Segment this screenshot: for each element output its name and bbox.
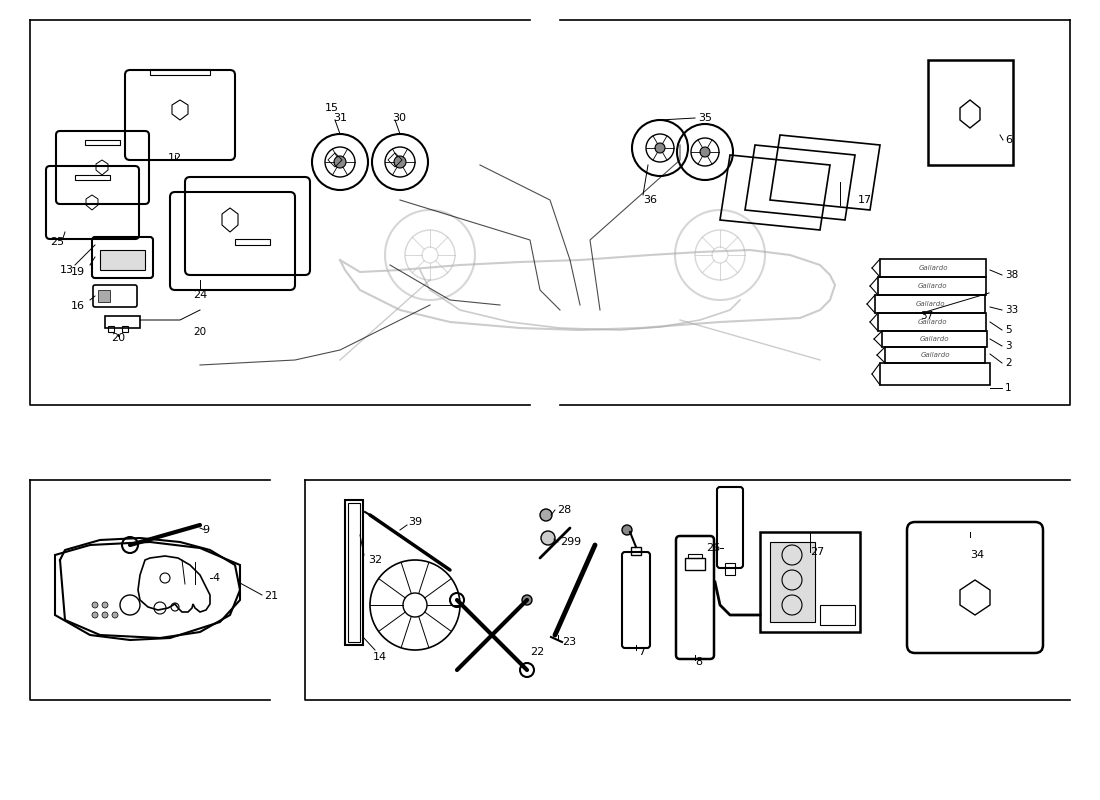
Text: 25: 25 (50, 237, 64, 247)
Circle shape (102, 612, 108, 618)
Text: Gallardo: Gallardo (920, 336, 949, 342)
Text: 26: 26 (706, 543, 721, 553)
Bar (880, 259, 986, 277)
Bar (328, 153, 342, 167)
Text: 34: 34 (970, 550, 985, 560)
Circle shape (654, 143, 666, 153)
Bar (235, 239, 270, 245)
Text: 38: 38 (1005, 270, 1019, 280)
Bar (725, 563, 735, 575)
Text: 35: 35 (698, 113, 712, 123)
Text: 31: 31 (333, 113, 346, 123)
Text: 27: 27 (810, 547, 824, 557)
Text: 36: 36 (644, 195, 657, 205)
Bar (122, 326, 128, 332)
Bar (770, 542, 815, 622)
Text: Gallardo: Gallardo (917, 319, 947, 325)
Circle shape (112, 612, 118, 618)
Text: 4: 4 (212, 573, 219, 583)
Text: 37: 37 (920, 311, 933, 321)
Bar (85, 140, 120, 145)
Text: 15: 15 (324, 103, 339, 113)
Text: 33: 33 (1005, 305, 1019, 315)
Text: 2: 2 (1005, 358, 1012, 368)
Circle shape (522, 595, 532, 605)
Text: 29: 29 (560, 537, 574, 547)
Circle shape (540, 509, 552, 521)
Bar (820, 605, 855, 625)
Text: 39: 39 (408, 517, 422, 527)
Bar (874, 295, 984, 313)
Text: Gallardo: Gallardo (915, 301, 945, 307)
Text: 20: 20 (111, 333, 125, 343)
Text: Gallardo: Gallardo (918, 265, 948, 271)
Text: 14: 14 (373, 652, 387, 662)
Text: 9: 9 (202, 525, 209, 535)
Bar (878, 313, 986, 331)
Text: 1: 1 (1005, 383, 1012, 393)
Text: 13: 13 (60, 265, 74, 275)
Text: 30: 30 (392, 113, 406, 123)
Bar (75, 175, 110, 180)
Bar (388, 153, 403, 167)
Circle shape (92, 612, 98, 618)
Text: 21: 21 (264, 591, 278, 601)
Bar (98, 290, 110, 302)
Text: 9: 9 (573, 537, 580, 547)
Text: 6: 6 (1005, 135, 1012, 145)
Text: 23: 23 (562, 637, 576, 647)
Bar (345, 500, 363, 645)
Circle shape (334, 156, 346, 168)
Text: 7: 7 (638, 647, 645, 657)
Text: 8: 8 (695, 657, 702, 667)
Circle shape (621, 525, 632, 535)
Bar (348, 503, 360, 642)
Text: 24: 24 (192, 290, 207, 300)
Text: 3: 3 (1005, 341, 1012, 351)
Text: Gallardo: Gallardo (921, 352, 949, 358)
Text: 16: 16 (72, 301, 85, 311)
Bar (685, 558, 705, 570)
Text: 20: 20 (194, 327, 207, 337)
Bar (928, 60, 1013, 165)
Circle shape (394, 156, 406, 168)
Circle shape (700, 147, 710, 157)
Bar (104, 316, 140, 328)
Circle shape (102, 602, 108, 608)
Text: Gallardo: Gallardo (917, 283, 947, 289)
Circle shape (92, 602, 98, 608)
Text: 19: 19 (70, 267, 85, 277)
Text: 17: 17 (858, 195, 872, 205)
Bar (878, 277, 986, 295)
Text: 5: 5 (1005, 325, 1012, 335)
Bar (150, 69, 210, 75)
Text: 12: 12 (168, 153, 183, 163)
Text: 28: 28 (557, 505, 571, 515)
Bar (760, 532, 860, 632)
Circle shape (541, 531, 556, 545)
Text: 32: 32 (368, 555, 382, 565)
Bar (108, 326, 114, 332)
Bar (880, 363, 990, 385)
Bar (882, 331, 987, 347)
Bar (886, 347, 984, 363)
Text: 22: 22 (530, 647, 544, 657)
Bar (631, 547, 641, 555)
Bar (100, 250, 145, 270)
Bar (688, 554, 702, 558)
